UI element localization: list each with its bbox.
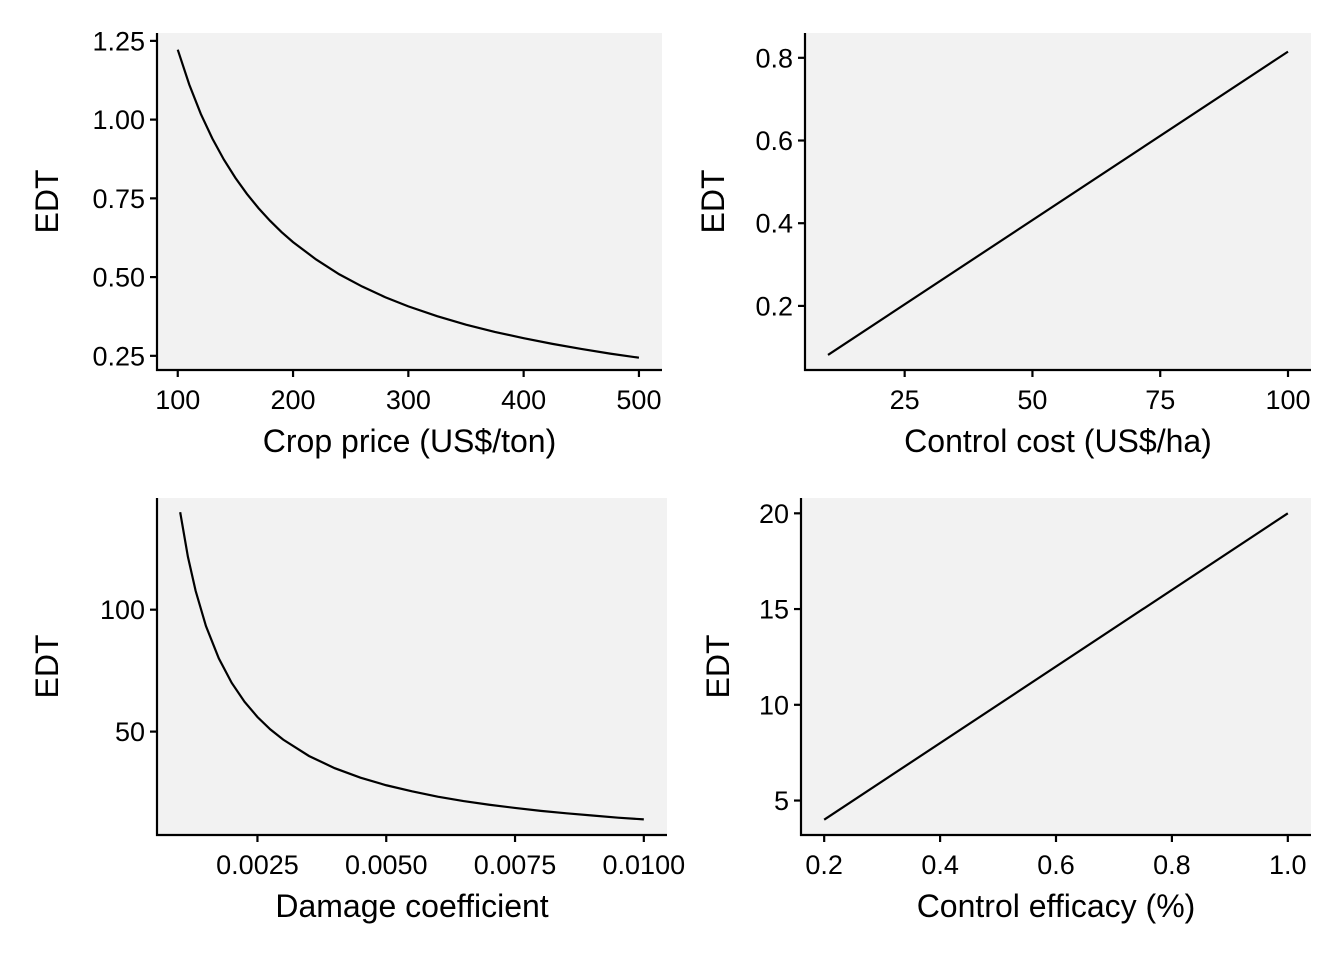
y-axis-title: EDT [29,635,65,699]
x-axis-title: Control cost (US$/ha) [904,423,1212,459]
x-tick-label: 400 [501,385,546,415]
y-axis-title: EDT [700,635,736,699]
y-tick-label: 0.8 [755,43,793,73]
y-tick-label: 5 [774,786,789,816]
y-tick-label: 10 [759,690,789,720]
x-tick-label: 0.6 [1037,850,1075,880]
x-tick-label: 50 [1017,385,1047,415]
x-tick-label: 300 [386,385,431,415]
y-tick-label: 50 [115,717,145,747]
y-tick-label: 0.75 [92,184,145,214]
y-axis-title: EDT [29,170,65,234]
y-tick-label: 0.6 [755,126,793,156]
y-tick-label: 0.50 [92,263,145,293]
x-axis-title: Damage coefficient [275,888,548,924]
x-tick-label: 0.4 [921,850,959,880]
plot-background [157,33,662,370]
panel-1: 100 200 300 400 500 0.25 0.50 0.75 1.00 1.25 Crop … [29,26,662,459]
x-axis-title: Crop price (US$/ton) [263,423,556,459]
x-tick-label: 1.0 [1269,850,1307,880]
y-tick-label: 0.25 [92,341,145,371]
series-line [176,49,640,359]
y-tick-label: 0.2 [755,291,793,321]
x-tick-label: 0.0050 [345,850,428,880]
panel-2: 25 50 75 100 0.2 0.4 0.6 0.8 Control cost (US$/h… [695,33,1311,459]
x-tick-label: 500 [616,385,661,415]
y-tick-label: 1.25 [92,26,145,56]
panel-4: 0.2 0.4 0.6 0.8 1.0 5 10 15 20 Control efficacy (… [700,498,1311,924]
y-tick-label: 1.00 [92,105,145,135]
x-tick-label: 0.0075 [474,850,557,880]
panel-3: 0.0025 0.0050 0.0075 0.0100 50 100 Damage coef… [29,498,685,924]
x-tick-label: 75 [1145,385,1175,415]
series-line [179,511,644,821]
x-tick-label: 0.0025 [216,850,299,880]
x-tick-label: 100 [155,385,200,415]
y-tick-label: 0.4 [755,209,793,239]
x-tick-label: 0.8 [1153,850,1191,880]
x-axis-title: Control efficacy (%) [917,888,1196,924]
series-line [827,50,1289,356]
x-tick-label: 0.0100 [603,850,686,880]
x-tick-label: 100 [1265,385,1310,415]
y-tick-label: 100 [100,595,145,625]
x-tick-label: 0.2 [805,850,843,880]
x-tick-label: 200 [271,385,316,415]
y-tick-label: 20 [759,499,789,529]
plot-background [157,498,667,835]
y-axis-title: EDT [695,170,731,234]
y-tick-label: 15 [759,595,789,625]
series-line [823,512,1289,821]
x-tick-label: 25 [890,385,920,415]
